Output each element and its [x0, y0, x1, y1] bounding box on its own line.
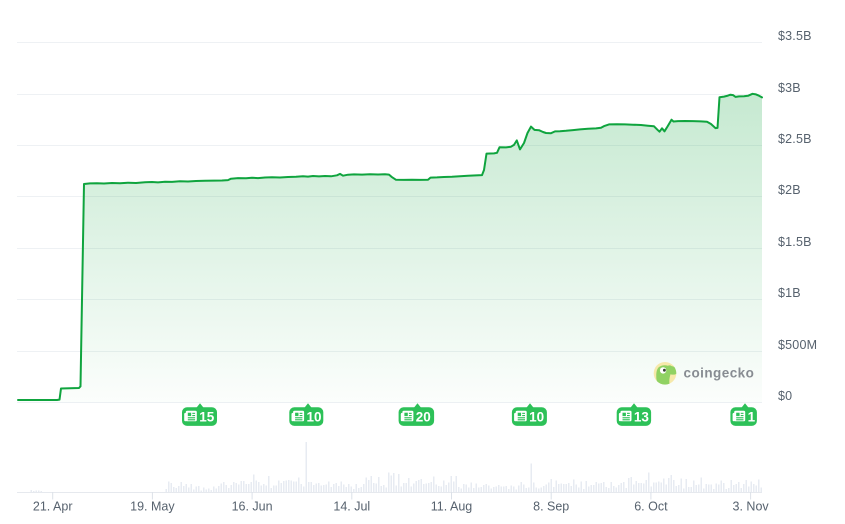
svg-text:$500M: $500M [778, 338, 817, 352]
svg-text:11. Aug: 11. Aug [431, 500, 473, 514]
svg-text:21. Apr: 21. Apr [33, 500, 73, 514]
svg-text:14. Jul: 14. Jul [333, 500, 370, 514]
svg-text:10: 10 [529, 410, 544, 425]
svg-text:16. Jun: 16. Jun [232, 500, 273, 514]
svg-text:$0: $0 [778, 389, 792, 403]
svg-text:1: 1 [748, 410, 756, 425]
svg-text:19. May: 19. May [130, 500, 175, 514]
svg-text:13: 13 [634, 410, 650, 425]
svg-text:3. Nov: 3. Nov [733, 500, 770, 514]
svg-text:8. Sep: 8. Sep [533, 500, 569, 514]
svg-text:$1B: $1B [778, 286, 801, 300]
svg-text:6. Oct: 6. Oct [634, 500, 668, 514]
svg-text:20: 20 [416, 410, 431, 425]
svg-text:$2B: $2B [778, 183, 801, 197]
svg-text:$3.5B: $3.5B [778, 29, 812, 43]
svg-text:$2.5B: $2.5B [778, 132, 812, 146]
svg-text:coingecko: coingecko [684, 365, 755, 380]
svg-text:$3B: $3B [778, 81, 801, 95]
svg-text:10: 10 [307, 410, 322, 425]
svg-text:15: 15 [199, 410, 215, 425]
svg-text:$1.5B: $1.5B [778, 235, 812, 249]
